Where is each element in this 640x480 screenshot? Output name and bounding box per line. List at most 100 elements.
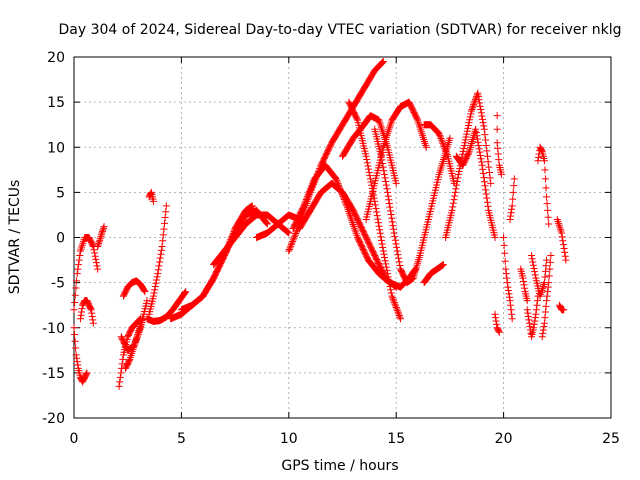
data-point	[285, 247, 293, 255]
data-point	[474, 138, 482, 146]
data-point	[468, 106, 476, 114]
data-point	[154, 270, 162, 278]
data-point	[94, 243, 102, 251]
data-point	[475, 142, 483, 150]
data-point	[480, 178, 488, 186]
data-point	[384, 188, 392, 196]
data-point	[530, 264, 538, 272]
data-point	[482, 186, 490, 194]
data-point	[544, 288, 552, 296]
data-point	[150, 289, 158, 297]
data-point	[95, 238, 103, 246]
data-point	[436, 131, 444, 139]
y-tick-label: -10	[42, 321, 65, 337]
chart-title: Day 304 of 2024, Sidereal Day-to-day VTE…	[59, 22, 622, 38]
data-point	[88, 309, 96, 317]
data-point	[500, 234, 508, 241]
data-point	[304, 191, 312, 199]
data-point	[332, 175, 340, 183]
data-point	[389, 294, 397, 302]
data-point	[477, 106, 485, 114]
data-point	[494, 150, 502, 158]
data-point	[365, 165, 373, 173]
data-point	[379, 247, 387, 255]
data-point	[153, 273, 161, 281]
data-point	[530, 324, 538, 332]
data-point	[540, 157, 548, 165]
x-axis-label: GPS time / hours	[281, 458, 398, 474]
data-point	[463, 127, 471, 135]
data-point	[503, 274, 511, 282]
data-point	[380, 167, 388, 175]
data-point	[78, 308, 86, 316]
data-point	[523, 297, 531, 305]
data-point	[455, 167, 463, 175]
data-point	[485, 163, 493, 171]
data-point	[438, 138, 446, 146]
data-point	[262, 218, 270, 226]
data-point	[493, 112, 501, 120]
data-point	[524, 309, 532, 317]
data-point	[386, 203, 394, 211]
data-point	[73, 277, 81, 285]
data-point	[529, 261, 537, 269]
data-point	[533, 301, 541, 309]
data-point	[562, 256, 570, 264]
data-point	[70, 306, 78, 314]
data-point	[463, 130, 471, 138]
data-point	[530, 320, 538, 328]
data-point	[388, 218, 396, 226]
data-point	[309, 178, 317, 186]
data-point	[390, 297, 398, 305]
data-point	[154, 266, 162, 274]
data-point	[393, 307, 401, 315]
data-point	[291, 231, 299, 239]
data-point	[305, 189, 313, 197]
data-point	[545, 272, 553, 280]
data-point	[546, 265, 554, 273]
data-point	[71, 331, 79, 339]
data-point	[481, 131, 489, 139]
data-point	[73, 354, 81, 362]
data-point	[377, 236, 385, 244]
data-point	[483, 198, 491, 206]
data-point	[441, 144, 449, 152]
data-point	[158, 243, 166, 251]
data-point	[475, 96, 483, 104]
data-point	[387, 207, 395, 215]
data-point	[493, 320, 501, 328]
data-point	[422, 143, 430, 151]
data-point	[143, 297, 151, 305]
x-tick-label: 20	[495, 431, 513, 447]
data-point	[473, 135, 481, 143]
data-point	[180, 289, 188, 297]
data-point	[435, 130, 443, 138]
data-point	[448, 206, 456, 214]
data-point	[115, 382, 123, 390]
x-tick-label: 10	[280, 431, 298, 447]
data-point	[162, 208, 170, 216]
data-point	[156, 258, 164, 266]
data-point	[533, 297, 541, 305]
data-point	[491, 234, 499, 241]
data-point	[366, 172, 374, 180]
data-point	[309, 180, 317, 188]
data-point	[302, 197, 310, 205]
data-point	[285, 229, 293, 237]
data-point	[379, 58, 387, 66]
data-point	[495, 328, 503, 336]
data-point	[73, 358, 81, 366]
data-point	[396, 315, 404, 323]
data-point	[92, 255, 100, 263]
data-point	[509, 195, 517, 203]
data-point	[519, 274, 527, 282]
data-point	[460, 142, 468, 150]
data-point	[479, 165, 487, 173]
data-point	[300, 202, 308, 210]
data-point	[544, 283, 552, 291]
data-point	[153, 276, 161, 284]
data-point	[531, 271, 539, 279]
data-point	[437, 135, 445, 143]
data-point	[389, 225, 397, 233]
data-point	[500, 241, 508, 249]
